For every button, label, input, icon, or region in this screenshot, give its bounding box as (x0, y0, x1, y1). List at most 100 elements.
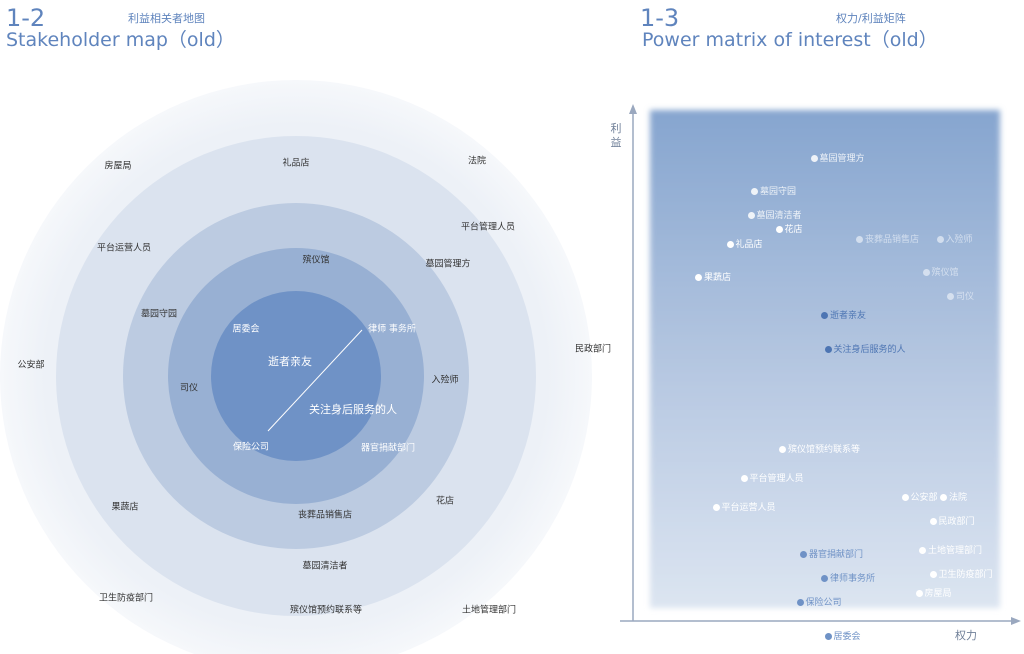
left-section-title-cn: 利益相关者地图 (128, 12, 205, 25)
matrix-point: 入殓师 (936, 234, 973, 245)
matrix-point: 殡仪馆 (922, 268, 959, 279)
map-label-epidemic-prevention: 卫生防疫部门 (98, 593, 154, 604)
matrix-point-label: 果蔬店 (704, 273, 732, 284)
matrix-point-label: 器官捐献部门 (809, 550, 864, 561)
map-label-cemetery-cleaner: 墓园清洁者 (302, 561, 348, 572)
map-label-civil-affairs: 民政部门 (574, 344, 612, 355)
matrix-point-label: 司仪 (956, 292, 975, 303)
matrix-point-dot (915, 589, 923, 597)
map-label-platform-admin: 平台管理人员 (460, 222, 516, 233)
matrix-point-dot (810, 154, 818, 162)
matrix-point-dot (726, 240, 734, 248)
matrix-point-dot (695, 274, 702, 282)
right-section-number: 1-3 (640, 4, 680, 32)
matrix-point: 墓园守园 (751, 187, 796, 197)
map-label-land-management: 土地管理部门 (461, 605, 517, 616)
left-section-title-en: Stakeholder map（old） (6, 29, 235, 51)
map-label-organ-donation: 器官捐献部门 (360, 443, 416, 454)
matrix-point-label: 律师事务所 (830, 574, 876, 585)
matrix-point-dot (947, 293, 954, 301)
matrix-point-dot (824, 345, 832, 353)
ring-core (211, 291, 381, 461)
map-label-gift-shop: 礼品店 (282, 158, 310, 169)
map-label-afterlife-service-people: 关注身后服务的人 (309, 403, 397, 416)
matrix-point-dot (856, 235, 863, 243)
map-label-funeral-goods-store: 丧葬品销售店 (297, 510, 353, 521)
left-section-number: 1-2 (6, 4, 46, 32)
matrix-point: 墓园管理方 (810, 154, 865, 164)
matrix-point-dot (775, 226, 783, 234)
matrix-point-label: 关注身后服务的人 (833, 344, 906, 355)
matrix-point-label: 入殓师 (945, 234, 973, 245)
matrix-point-dot (779, 446, 786, 454)
matrix-point-label: 民政部门 (938, 517, 975, 528)
matrix-point: 丧葬品销售店 (856, 235, 919, 245)
matrix-point: 房屋局 (915, 589, 952, 599)
matrix-point: 果蔬店 (695, 273, 731, 283)
matrix-point-dot (929, 570, 937, 578)
core-divider (267, 329, 363, 432)
matrix-point: 平台管理人员 (740, 473, 804, 484)
matrix-point: 殡仪馆预约联系等 (779, 445, 860, 455)
matrix-point-label: 居委会 (833, 631, 861, 642)
map-label-fruit-store: 果蔬店 (111, 502, 139, 513)
matrix-point: 居委会 (824, 631, 861, 642)
matrix-point-label: 殡仪馆 (931, 268, 959, 279)
matrix-point-dot (940, 494, 947, 502)
map-label-law-firm: 律师 事务所 (368, 324, 416, 335)
matrix-point-label: 礼品店 (735, 239, 763, 250)
matrix-point-label: 保险公司 (805, 598, 842, 609)
matrix-point: 土地管理部门 (919, 546, 982, 556)
map-label-deceased-relatives: 逝者亲友 (268, 355, 312, 368)
matrix-point-dot (712, 503, 720, 511)
map-label-platform-operator: 平台运营人员 (96, 243, 152, 254)
map-label-florist: 花店 (435, 496, 455, 507)
right-section-title-en: Power matrix of interest（old） (642, 29, 938, 51)
matrix-point-dot (922, 269, 930, 277)
matrix-point-dot (919, 546, 926, 554)
matrix-point-label: 法院 (949, 493, 968, 504)
matrix-point-dot (747, 212, 755, 220)
matrix-point-label: 墓园清洁者 (756, 211, 802, 222)
matrix-point: 司仪 (947, 292, 974, 302)
matrix-point-label: 墓园守园 (760, 187, 797, 198)
matrix-point: 平台运营人员 (712, 502, 776, 513)
y-axis-arrow (629, 104, 637, 114)
map-label-public-security: 公安部 (17, 360, 45, 371)
matrix-point-dot (821, 312, 828, 320)
matrix-point: 保险公司 (796, 598, 842, 609)
matrix-point-label: 土地管理部门 (928, 545, 983, 556)
matrix-point: 卫生防疫部门 (929, 569, 993, 580)
matrix-point: 关注身后服务的人 (824, 344, 906, 355)
matrix-point-label: 平台管理人员 (749, 473, 804, 484)
map-label-funeral-home: 殡仪馆 (302, 255, 330, 266)
matrix-point-dot (796, 599, 804, 607)
matrix-point: 礼品店 (726, 239, 763, 250)
map-label-residents-committee: 居委会 (232, 324, 260, 335)
matrix-point-label: 丧葬品销售店 (865, 234, 920, 245)
map-label-emcee: 司仪 (179, 383, 199, 394)
matrix-point: 法院 (940, 493, 967, 503)
matrix-point: 律师事务所 (821, 574, 875, 584)
map-label-insurance-company: 保险公司 (232, 442, 270, 453)
map-label-housing-bureau: 房屋局 (104, 161, 132, 172)
matrix-point-dot (901, 494, 909, 502)
matrix-point-label: 公安部 (910, 493, 938, 504)
matrix-point: 花店 (775, 225, 803, 236)
y-axis-label: 利 益 (610, 122, 622, 149)
matrix-point-dot (824, 632, 832, 640)
map-label-court: 法院 (467, 156, 487, 167)
matrix-point-dot (936, 235, 944, 243)
matrix-point: 公安部 (901, 493, 938, 504)
matrix-point-dot (751, 188, 758, 196)
matrix-point-label: 卫生防疫部门 (938, 569, 993, 580)
matrix-point: 墓园清洁者 (747, 211, 802, 222)
matrix-point-label: 逝者亲友 (830, 311, 867, 322)
matrix-point-label: 平台运营人员 (721, 502, 776, 513)
map-label-cemetery-management: 墓园管理方 (425, 259, 471, 270)
matrix-point-dot (929, 518, 937, 526)
matrix-point-dot (821, 575, 828, 583)
matrix-point-label: 花店 (784, 225, 803, 236)
matrix-point: 逝者亲友 (821, 311, 866, 321)
